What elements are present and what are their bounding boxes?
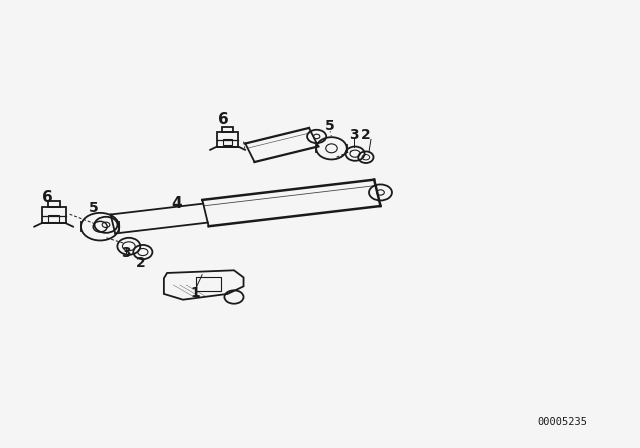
Text: 5: 5 xyxy=(325,119,335,133)
Text: 2: 2 xyxy=(361,128,371,142)
Text: 3: 3 xyxy=(121,246,131,260)
Text: 3: 3 xyxy=(349,128,358,142)
Text: 4: 4 xyxy=(172,197,182,211)
Text: 2: 2 xyxy=(136,256,145,270)
Text: 00005235: 00005235 xyxy=(537,417,587,427)
Text: 1: 1 xyxy=(191,286,200,300)
Text: 6: 6 xyxy=(42,190,52,205)
Text: 5: 5 xyxy=(89,202,99,215)
Text: 6: 6 xyxy=(218,112,228,127)
